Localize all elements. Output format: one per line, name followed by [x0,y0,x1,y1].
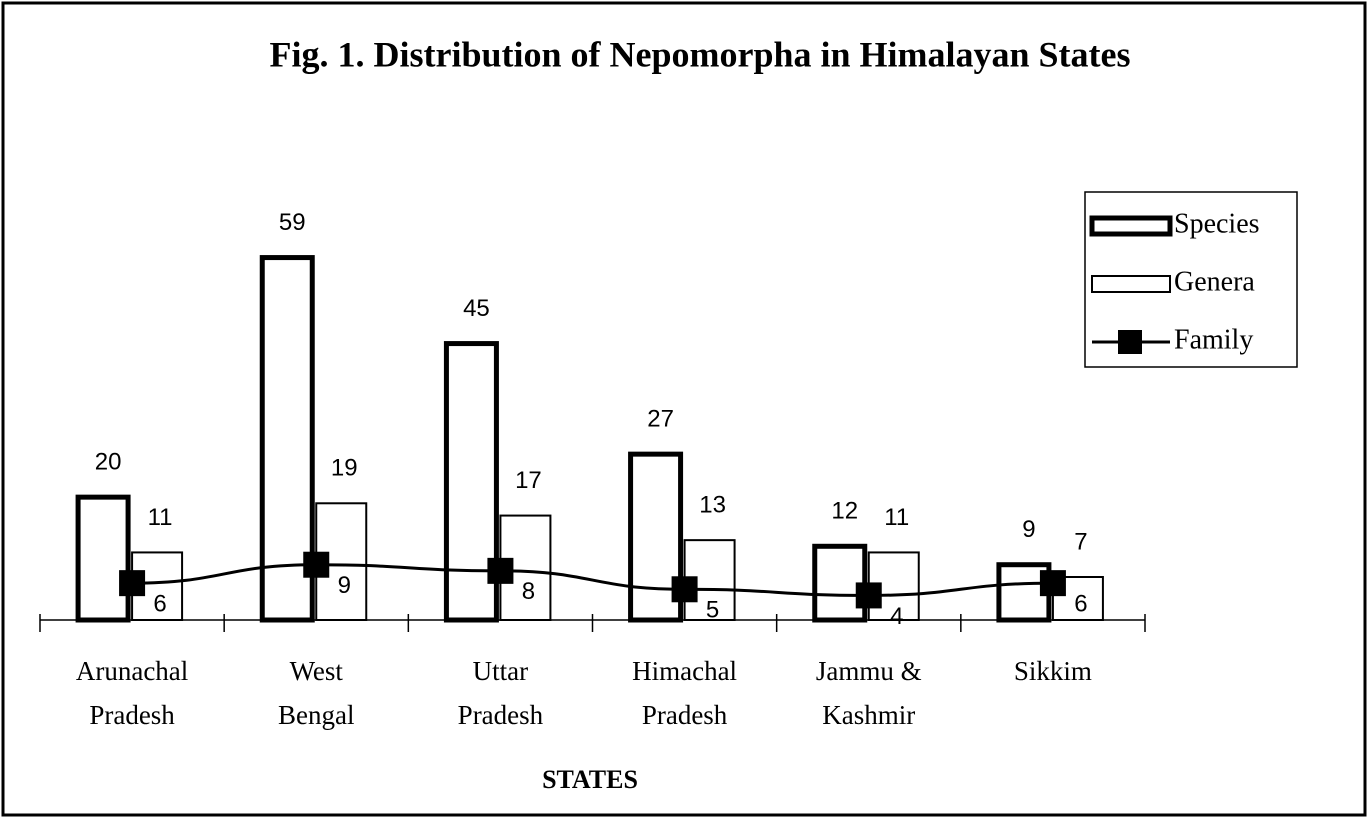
x-tick-label-line: Pradesh [458,700,544,730]
x-tick-label: Uttar Pradesh [458,656,544,730]
x-tick-label: Himachal Pradesh [632,656,737,730]
x-tick-label: West Bengal [278,656,354,730]
legend-label: Species [1174,208,1260,239]
data-label: 11 [148,504,173,531]
data-label: 12 [831,498,858,525]
data-label: 19 [331,455,358,482]
x-tick-label-line: Uttar [473,656,528,686]
legend-swatch [1118,330,1142,354]
data-label: 17 [515,467,542,494]
data-label: 13 [699,491,726,518]
data-label: 6 [153,590,166,617]
x-tick-label-line: Pradesh [642,700,728,730]
marker [303,551,330,578]
data-label: 11 [884,504,909,531]
data-label: 59 [279,209,306,236]
data-label: 7 [1074,528,1087,555]
x-tick-label: Arunachal Pradesh [76,656,188,730]
legend-label: Family [1174,324,1253,355]
data-label: 20 [95,448,122,475]
data-label: 8 [522,578,535,605]
marker [119,570,146,597]
data-label: 5 [706,597,719,624]
x-tick-label-line: West [290,656,344,686]
legend-swatch [1089,215,1173,237]
marker [1039,570,1066,597]
data-label: 27 [647,405,674,432]
x-tick-label: Sikkim [1014,656,1092,686]
x-tick-label-line: Jammu & [816,656,922,686]
data-label: 6 [1074,590,1087,617]
line [132,563,1053,597]
data-label: 9 [1022,516,1035,543]
legend-label: Genera [1174,266,1255,297]
legend-swatch [1091,275,1171,293]
data-label: 9 [338,572,351,599]
data-label: 4 [890,603,903,630]
x-tick-label-line: Kashmir [822,700,915,730]
marker [855,582,882,609]
data-label: 45 [463,295,490,322]
bar [75,494,131,623]
x-tick-label-line: Sikkim [1014,656,1092,686]
x-tick-label-line: Bengal [278,700,354,730]
marker [671,576,698,603]
x-axis-label: STATES [542,765,638,794]
x-tick-label-line: Arunachal [76,656,188,686]
x-tick-label-line: Himachal [632,656,737,686]
chart-title: Fig. 1. Distribution of Nepomorpha in Hi… [269,34,1130,74]
x-tick-label: Jammu & Kashmir [816,656,922,730]
marker [487,557,514,584]
x-tick-label-line: Pradesh [89,700,175,730]
